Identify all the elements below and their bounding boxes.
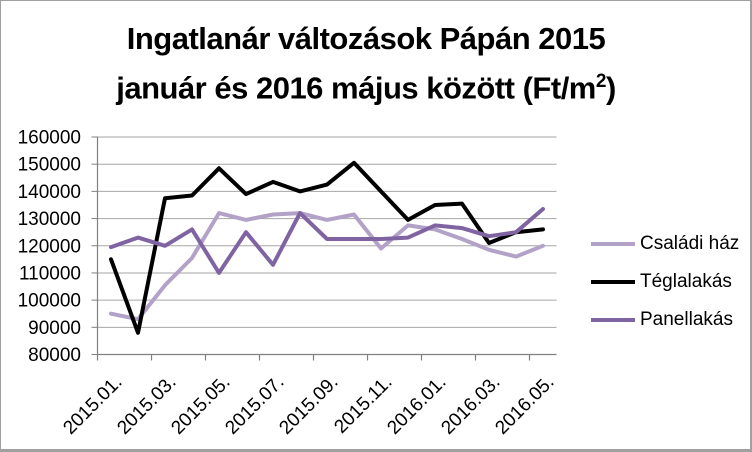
x-axis-label: 2015.03. xyxy=(113,372,180,439)
x-axis-label: 2015.07. xyxy=(221,372,288,439)
chart-title-line1: Ingatlanár változások Pápán 2015 xyxy=(126,21,606,56)
series-line-csal-di-h-z xyxy=(109,211,545,322)
y-axis-label: 110000 xyxy=(19,263,81,284)
y-axis-label: 140000 xyxy=(18,182,81,203)
x-axis-label: 2015.09. xyxy=(275,372,342,439)
y-axis-label: 130000 xyxy=(18,209,81,230)
y-axis-label: 100000 xyxy=(18,291,81,312)
chart-title: Ingatlanár változások Pápán 2015 január … xyxy=(1,17,731,109)
csaladi-haz-line-marker xyxy=(591,242,635,246)
legend-item-csaladi-haz: Családi ház xyxy=(591,225,739,263)
chart-title-line2: január és 2016 május között (Ft/m2) xyxy=(116,70,616,106)
x-axis-label: 2016.03. xyxy=(437,372,504,439)
series-line-panellak-s xyxy=(109,207,545,275)
series-line-t-glalak-s xyxy=(109,160,545,335)
y-axis-label: 120000 xyxy=(18,236,81,257)
superscript-2: 2 xyxy=(595,71,607,92)
panellakas-line-marker xyxy=(591,318,635,322)
x-axis-label: 2015.01. xyxy=(59,372,126,439)
legend-label-csaladi-haz: Családi ház xyxy=(640,233,740,254)
y-axis-label: 90000 xyxy=(28,318,81,339)
teglalakas-line-marker xyxy=(591,280,635,284)
legend-item-panellakas: Panellakás xyxy=(591,301,739,339)
y-axis-label: 150000 xyxy=(18,155,81,176)
x-axis-label: 2016.01. xyxy=(383,372,450,439)
x-axis-label: 2016.05. xyxy=(491,372,558,439)
y-axis-label: 160000 xyxy=(18,128,81,149)
legend-label-panellakas: Panellakás xyxy=(640,309,733,330)
legend-label-teglalakas: Téglalakás xyxy=(640,271,732,292)
legend-item-teglalakas: Téglalakás xyxy=(591,263,739,301)
x-axis-label: 2015.05. xyxy=(167,372,234,439)
legend: Családi ház Téglalakás Panellakás xyxy=(591,225,739,339)
y-axis-label: 80000 xyxy=(28,345,81,366)
